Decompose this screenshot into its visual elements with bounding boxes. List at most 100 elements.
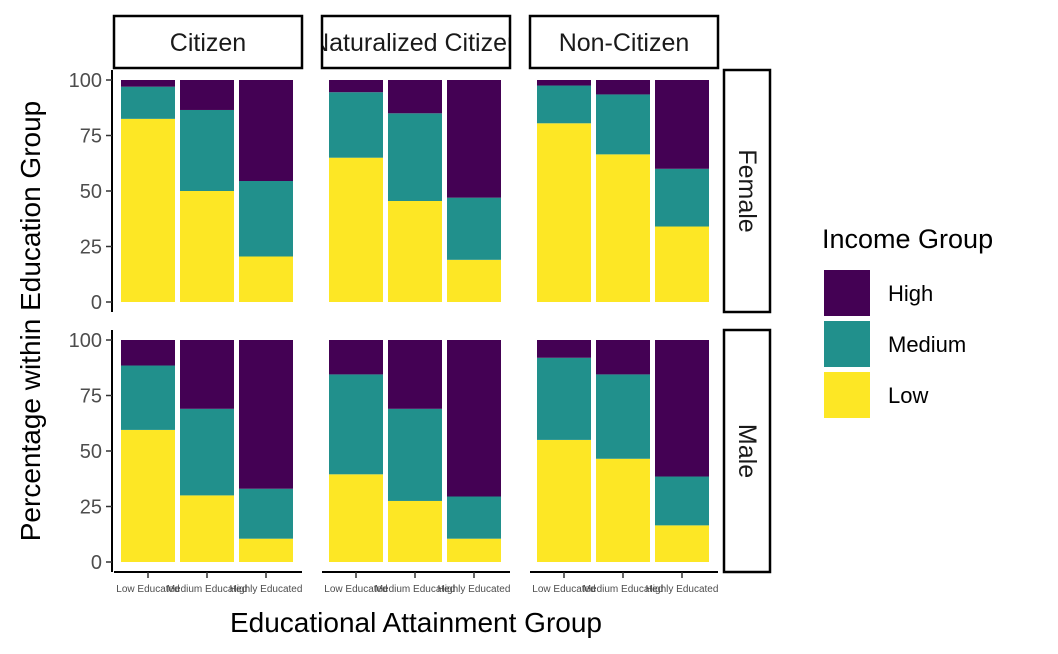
legend: Income Group High Medium Low [822,224,993,418]
bar-segment-low-highly-educated [655,226,709,302]
bar-segment-low-highly-educated [655,525,709,562]
bar-segment-low-highly-educated [239,538,293,562]
x-axis-title: Educational Attainment Group [230,607,602,638]
bar-segment-high-medium-educated [180,340,234,409]
y-tick-label: 25 [80,497,102,519]
bar-segment-low-low-educated [121,118,175,302]
y-axis-title: Percentage within Education Group [15,101,46,542]
y-tick-label: 50 [80,441,102,463]
bar-segment-medium-highly-educated [655,168,709,227]
legend-label-medium: Medium [888,332,966,357]
bar-segment-high-highly-educated [239,80,293,182]
bar-segment-low-highly-educated [447,259,501,302]
bar-segment-medium-highly-educated [447,496,501,539]
bar-segment-high-low-educated [329,340,383,375]
panels-layer [121,80,709,562]
bar-segment-medium-low-educated [537,357,591,440]
strips-layer: Citizen Naturalized Citizen Non-Citizen Fem… [112,14,772,574]
bar-segment-low-medium-educated [596,154,650,302]
bar-segment-high-medium-educated [180,80,234,110]
y-tick-label: 100 [69,70,102,92]
bar-segment-high-low-educated [329,80,383,93]
y-tick-label: 100 [69,330,102,352]
bar-segment-low-low-educated [121,429,175,562]
bar-segment-medium-highly-educated [447,197,501,260]
bar-segment-low-low-educated [537,439,591,562]
strip-col-1 [320,14,512,70]
bar-segment-high-medium-educated [596,340,650,375]
bar-segment-medium-low-educated [121,365,175,430]
legend-label-low: Low [888,383,928,408]
x-tick-label: Low Educated [324,584,387,595]
bar-segment-medium-highly-educated [655,476,709,526]
bar-segment-high-highly-educated [655,80,709,169]
x-tick-label: Highly Educated [438,584,511,595]
bar-segment-medium-medium-educated [388,113,442,201]
legend-key-high [824,270,870,316]
strip-row-0 [722,68,772,314]
strip-row-1 [722,328,772,574]
panel-female-non-citizen [537,80,709,302]
bar-segment-high-medium-educated [388,80,442,114]
bar-segment-high-medium-educated [388,340,442,409]
y-tick-label: 25 [80,237,102,259]
bar-segment-low-low-educated [329,474,383,562]
bar-segment-medium-medium-educated [180,408,234,496]
panel-male-citizen [121,340,293,562]
legend-title: Income Group [822,224,993,254]
legend-label-high: High [888,281,933,306]
bar-segment-high-highly-educated [655,340,709,477]
x-tick-label: Highly Educated [646,584,719,595]
bar-segment-medium-medium-educated [596,94,650,155]
bar-segment-low-medium-educated [388,500,442,562]
x-tick-label: Low Educated [532,584,595,595]
bar-segment-low-medium-educated [180,495,234,562]
bar-segment-high-highly-educated [447,80,501,198]
y-tick-label: 0 [91,292,102,314]
strip-row-label: Male [733,424,761,478]
x-tick-label: Medium Educated [583,584,664,595]
legend-key-low [824,372,870,418]
bar-segment-high-highly-educated [239,340,293,489]
bar-segment-medium-low-educated [537,85,591,124]
bar-segment-low-highly-educated [239,256,293,302]
bar-segment-high-low-educated [537,340,591,358]
bar-segment-medium-highly-educated [239,488,293,539]
x-tick-label: Medium Educated [375,584,456,595]
panel-female-naturalized-citizen [329,80,501,302]
bar-segment-high-highly-educated [447,340,501,497]
x-tick-label: Low Educated [116,584,179,595]
y-tick-label: 75 [80,126,102,148]
bar-segment-low-highly-educated [447,538,501,562]
bar-segment-medium-low-educated [329,92,383,158]
panel-male-naturalized-citizen [329,340,501,562]
bar-segment-high-low-educated [537,80,591,86]
y-tick-label: 75 [80,386,102,408]
bar-segment-medium-medium-educated [180,109,234,191]
strip-col-0 [112,14,304,70]
bar-segment-low-low-educated [537,123,591,302]
bar-segment-high-low-educated [121,80,175,87]
y-tick-label: 0 [91,552,102,574]
strip-row-label: Female [733,149,761,232]
panel-male-non-citizen [537,340,709,562]
bar-segment-medium-low-educated [121,86,175,119]
x-tick-label: Highly Educated [230,584,303,595]
strip-col-label: Naturalized Citizen [311,29,521,57]
strip-col-2 [528,14,720,70]
bar-segment-medium-medium-educated [388,408,442,501]
y-tick-label: 50 [80,181,102,203]
legend-key-medium [824,321,870,367]
strip-col-label: Non-Citizen [559,29,690,57]
bar-segment-low-medium-educated [180,191,234,302]
bar-segment-high-medium-educated [596,80,650,95]
bar-segment-low-low-educated [329,157,383,302]
x-tick-label: Medium Educated [167,584,248,595]
bar-segment-high-low-educated [121,340,175,366]
strip-col-label: Citizen [170,29,246,57]
bar-segment-medium-low-educated [329,374,383,475]
bar-segment-medium-medium-educated [596,374,650,459]
bar-segment-medium-highly-educated [239,181,293,257]
